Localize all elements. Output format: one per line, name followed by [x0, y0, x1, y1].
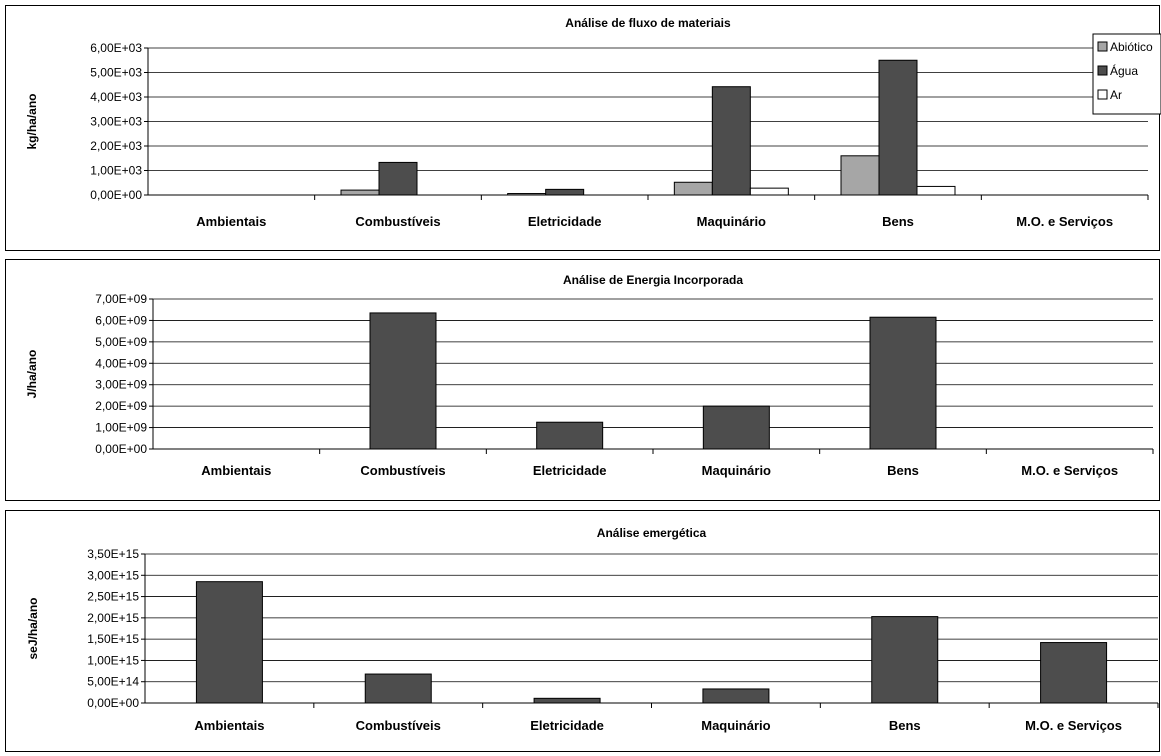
chart-svg: Análise de fluxo de materiais 0,00E+00 1,0… — [25, 16, 1161, 229]
y-tick-label: 3,50E+15 — [87, 547, 139, 561]
category-label: Eletricidade — [530, 718, 604, 733]
legend-label: Abiótico — [1110, 40, 1153, 54]
legend-swatch — [1097, 65, 1108, 76]
y-tick-label: 2,50E+15 — [87, 590, 139, 604]
category-label: Ambientais — [194, 718, 264, 733]
y-axis-label: kg/ha/ano — [25, 93, 39, 149]
y-tick-label: 3,00E+15 — [87, 568, 139, 582]
legend-swatch — [1097, 41, 1108, 52]
bar — [533, 697, 601, 704]
category-label: Combustíveis — [356, 718, 441, 733]
y-axis-label: seJ/ha/ano — [26, 597, 40, 659]
y-tick-label: 1,50E+15 — [87, 632, 139, 646]
bar — [711, 86, 751, 196]
bar — [507, 193, 547, 196]
chart-title: Análise emergética — [597, 526, 707, 540]
bar — [673, 181, 713, 196]
bar — [369, 312, 437, 450]
y-tick-label: 5,00E+03 — [90, 66, 142, 80]
y-tick-label: 0,00E+00 — [95, 442, 147, 456]
category-label: Combustíveis — [355, 214, 440, 229]
y-tick-label: 5,00E+14 — [87, 675, 139, 689]
bar — [536, 421, 604, 450]
category-label: Bens — [889, 718, 921, 733]
y-axis-label: J/ha/ano — [25, 350, 39, 399]
chart-panel-energy: Análise de Energia Incorporada 0,00E+00 1,… — [5, 259, 1160, 501]
category-label: Maquinário — [702, 463, 771, 478]
y-tick-label: 6,00E+09 — [95, 313, 147, 327]
y-tick-label: 1,00E+09 — [95, 421, 147, 435]
category-label: Eletricidade — [533, 463, 607, 478]
y-tick-label: 0,00E+00 — [87, 696, 139, 710]
bar — [195, 581, 263, 704]
category-label: M.O. e Serviços — [1016, 214, 1113, 229]
category-label: M.O. e Serviços — [1021, 463, 1118, 478]
bar — [916, 185, 956, 196]
legend-label: Água — [1110, 63, 1138, 78]
bar — [545, 188, 585, 196]
y-tick-label: 7,00E+09 — [95, 292, 147, 306]
chart-panel-emergy: Análise emergética 0,00E+00 5,00E+14 1,00E+… — [5, 510, 1160, 752]
bar — [869, 316, 937, 450]
y-tick-label: 6,00E+03 — [90, 41, 142, 55]
chart-panel-materials: Análise de fluxo de materiais 0,00E+00 1,0… — [5, 5, 1161, 251]
chart-title: Análise de fluxo de materiais — [565, 16, 731, 30]
category-label: M.O. e Serviços — [1025, 718, 1122, 733]
y-tick-label: 4,00E+09 — [95, 356, 147, 370]
y-tick-label: 5,00E+09 — [95, 335, 147, 349]
y-tick-label: 3,00E+09 — [95, 378, 147, 392]
y-tick-label: 2,00E+15 — [87, 611, 139, 625]
bar — [871, 616, 939, 704]
bar — [878, 59, 918, 196]
bar — [378, 161, 418, 196]
bar — [702, 405, 770, 450]
category-label: Bens — [882, 214, 914, 229]
category-label: Bens — [887, 463, 919, 478]
bar — [840, 155, 880, 196]
category-label: Maquinário — [697, 214, 766, 229]
legend-label: Ar — [1110, 88, 1122, 102]
chart-svg: Análise de Energia Incorporada 0,00E+00 1,… — [25, 273, 1154, 478]
bar — [1040, 642, 1108, 704]
bar — [702, 688, 770, 704]
y-tick-label: 4,00E+03 — [90, 90, 142, 104]
category-label: Ambientais — [196, 214, 266, 229]
y-tick-label: 0,00E+00 — [90, 188, 142, 202]
category-label: Eletricidade — [528, 214, 602, 229]
category-label: Ambientais — [201, 463, 271, 478]
y-tick-label: 1,00E+03 — [90, 164, 142, 178]
bar — [364, 673, 432, 704]
bar — [749, 187, 789, 196]
y-tick-label: 1,00E+15 — [87, 653, 139, 667]
y-tick-label: 2,00E+03 — [90, 139, 142, 153]
category-label: Combustíveis — [360, 463, 445, 478]
y-tick-label: 3,00E+03 — [90, 115, 142, 129]
y-tick-label: 2,00E+09 — [95, 399, 147, 413]
legend-swatch — [1097, 89, 1108, 100]
category-label: Maquinário — [701, 718, 770, 733]
chart-title: Análise de Energia Incorporada — [563, 273, 743, 287]
chart-svg: Análise emergética 0,00E+00 5,00E+14 1,00E+… — [26, 526, 1159, 733]
bar — [340, 189, 380, 196]
